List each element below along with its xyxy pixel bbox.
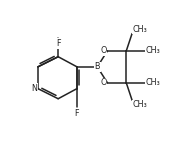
Text: CH₃: CH₃ [146, 78, 161, 87]
Text: CH₃: CH₃ [133, 100, 148, 109]
Text: CH₃: CH₃ [146, 46, 161, 55]
Text: F: F [75, 109, 79, 118]
Text: B: B [95, 62, 100, 71]
Text: CH₃: CH₃ [133, 25, 148, 34]
Text: F: F [56, 39, 60, 48]
Text: O: O [100, 78, 107, 87]
Text: O: O [100, 46, 107, 55]
Text: N: N [31, 84, 37, 93]
